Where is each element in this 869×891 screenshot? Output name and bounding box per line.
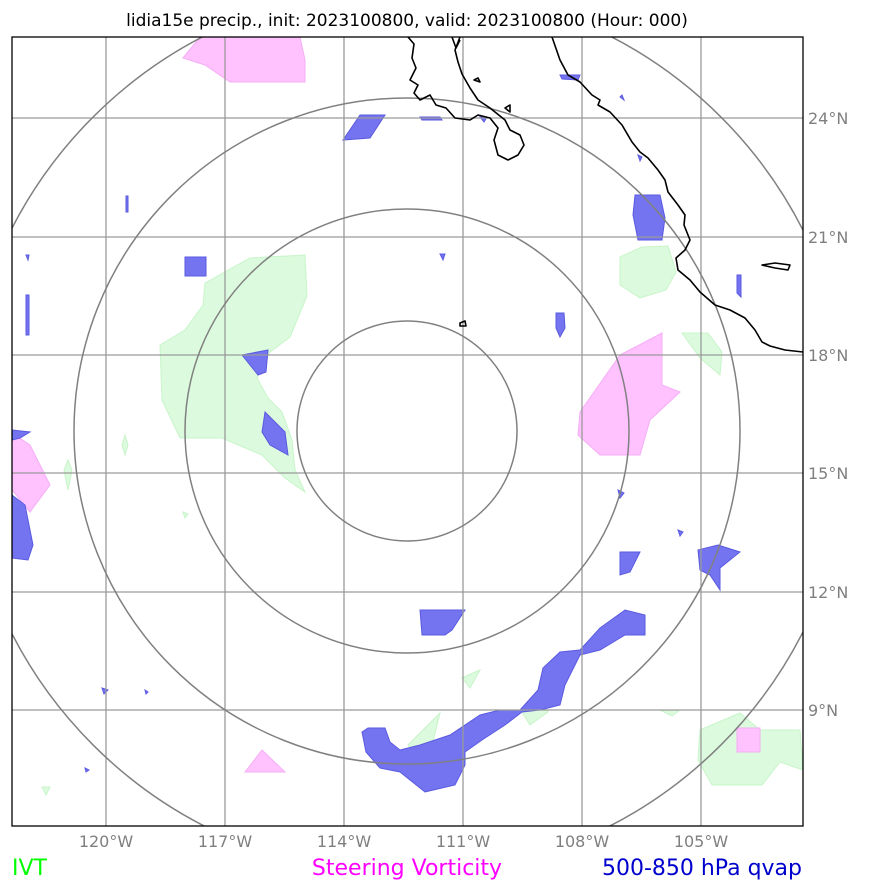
lat-label: 12°N	[808, 583, 848, 602]
lon-label: 120°W	[79, 832, 134, 851]
lon-label: 105°W	[674, 832, 729, 851]
range-ring-3	[73, 97, 741, 765]
gulf-island-2	[504, 104, 511, 113]
legend-qvap: 500-850 hPa qvap	[602, 856, 802, 881]
lat-label: 18°N	[808, 346, 848, 365]
mainland-island	[761, 262, 791, 271]
lat-label: 21°N	[808, 228, 848, 247]
map-plot-area	[12, 37, 803, 826]
lon-label: 117°W	[198, 832, 253, 851]
legend: IVT Steering Vorticity 500-850 hPa qvap	[12, 856, 802, 881]
coastline	[407, 37, 803, 353]
longitude-labels: 120°W 117°W 114°W 111°W 108°W 105°W	[79, 832, 729, 851]
range-rings	[12, 37, 803, 826]
range-ring-2	[184, 208, 630, 654]
tiburon-island-coast	[451, 37, 461, 49]
legend-steering-vorticity: Steering Vorticity	[312, 856, 502, 881]
gulf-island-1	[473, 77, 481, 83]
graticule	[12, 37, 803, 826]
map-title: lidia15e precip., init: 2023100800, vali…	[126, 11, 688, 31]
lon-label: 111°W	[436, 832, 491, 851]
legend-ivt: IVT	[12, 856, 48, 881]
map-frame	[11, 36, 804, 827]
lat-label: 24°N	[808, 109, 848, 128]
lon-label: 108°W	[555, 832, 610, 851]
mainland-mexico-coast	[551, 37, 803, 353]
lat-label: 15°N	[808, 464, 848, 483]
baja-california-coast	[407, 37, 525, 161]
range-ring-1	[296, 320, 518, 542]
ivt-field	[41, 245, 803, 797]
latitude-labels: 24°N 21°N 18°N 15°N 12°N 9°N	[808, 109, 848, 720]
lat-label: 9°N	[808, 701, 838, 720]
socorro-island	[459, 320, 467, 327]
lon-label: 114°W	[317, 832, 372, 851]
